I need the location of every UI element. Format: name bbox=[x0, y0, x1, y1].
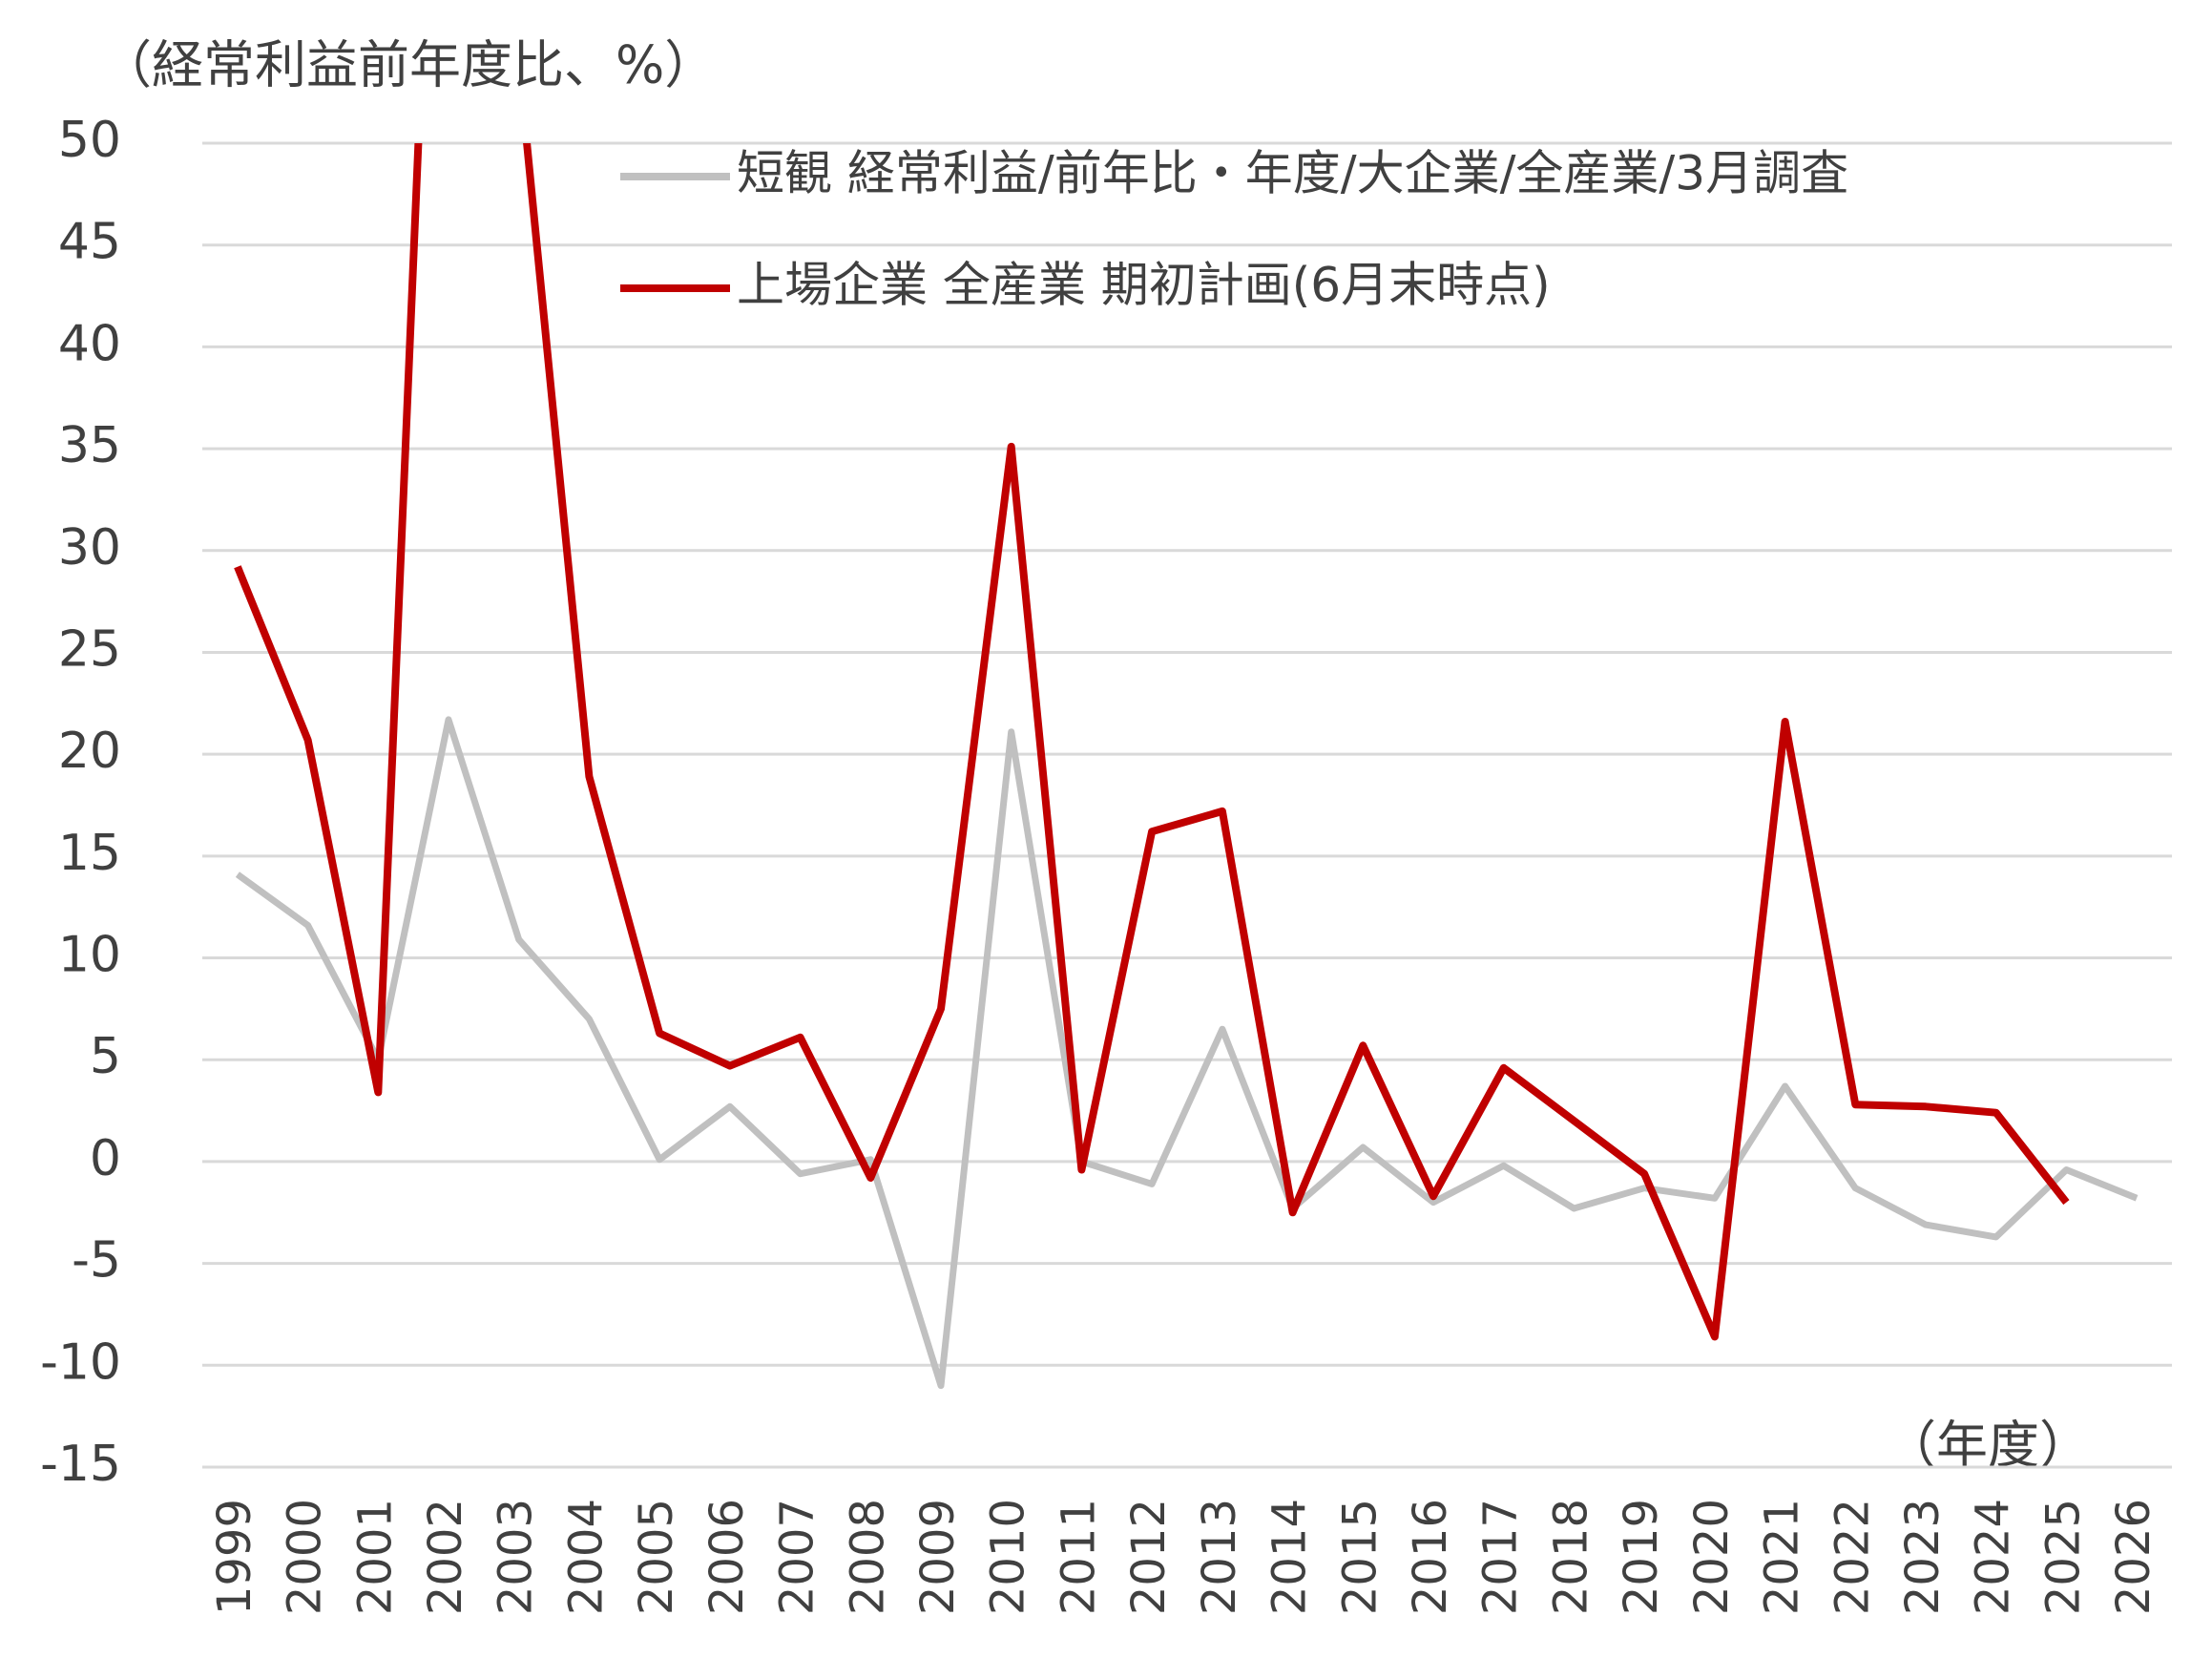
x-tick-label: 2018 bbox=[1544, 1499, 1597, 1615]
x-tick-label: 2011 bbox=[1052, 1499, 1105, 1615]
x-tick-label: 2022 bbox=[1826, 1499, 1879, 1615]
annotation: （年度） bbox=[1885, 1416, 2091, 1476]
y-tick-label: 50 bbox=[58, 112, 121, 169]
x-tick-label: 2013 bbox=[1193, 1499, 1246, 1615]
x-tick-label: 2019 bbox=[1615, 1499, 1668, 1615]
x-tick-label: 2012 bbox=[1122, 1499, 1176, 1615]
y-tick-label: 40 bbox=[58, 315, 121, 372]
legend-label: 短観 経常利益/前年比・年度/大企業/全産業/3月調査 bbox=[737, 146, 1848, 201]
x-tick-label: 2000 bbox=[279, 1499, 332, 1615]
x-tick-label: 2025 bbox=[2036, 1499, 2090, 1615]
y-tick-label: 25 bbox=[58, 620, 121, 678]
series-line bbox=[235, 716, 2139, 1390]
y-tick-label: -15 bbox=[40, 1436, 121, 1493]
y-tick-label: 5 bbox=[90, 1028, 121, 1085]
legend-label: 上場企業 全産業 期初計画(6月末時点) bbox=[737, 258, 1551, 313]
x-tick-label: 2003 bbox=[490, 1499, 543, 1615]
x-tick-label: 2008 bbox=[841, 1499, 894, 1615]
x-tick-label: 2006 bbox=[700, 1499, 754, 1615]
y-tick-label: -10 bbox=[40, 1333, 121, 1391]
x-tick-label: 2005 bbox=[630, 1499, 683, 1615]
y-tick-label: -5 bbox=[72, 1232, 121, 1290]
x-tick-label: 2023 bbox=[1896, 1499, 1950, 1615]
x-tick-label: 2015 bbox=[1333, 1499, 1387, 1615]
x-tick-label: 2021 bbox=[1756, 1499, 1809, 1615]
y-tick-label: 10 bbox=[58, 927, 121, 984]
x-tick-label: 2001 bbox=[348, 1499, 402, 1615]
x-tick-label: 2017 bbox=[1474, 1499, 1528, 1615]
x-tick-label: 2007 bbox=[771, 1499, 824, 1615]
y-tick-label: 45 bbox=[58, 214, 121, 271]
y-tick-label: 30 bbox=[58, 519, 121, 577]
y-tick-label: 20 bbox=[58, 723, 121, 780]
x-tick-label: 2004 bbox=[559, 1499, 613, 1615]
series-line bbox=[234, 143, 2070, 1341]
x-tick-label: 2016 bbox=[1404, 1499, 1457, 1615]
y-tick-label: 35 bbox=[58, 417, 121, 474]
x-tick-label: 1999 bbox=[208, 1499, 261, 1615]
x-tick-label: 2010 bbox=[982, 1499, 1035, 1615]
chart-title: （経常利益前年度比、%） bbox=[100, 35, 716, 95]
x-tick-label: 2026 bbox=[2107, 1499, 2160, 1615]
x-tick-label: 2002 bbox=[419, 1499, 472, 1615]
x-tick-label: 2020 bbox=[1685, 1499, 1739, 1615]
x-tick-label: 2024 bbox=[1967, 1499, 2020, 1615]
x-tick-label: 2014 bbox=[1263, 1499, 1317, 1615]
x-tick-label: 2009 bbox=[911, 1499, 965, 1615]
y-tick-label: 0 bbox=[90, 1130, 121, 1187]
y-tick-label: 15 bbox=[58, 825, 121, 882]
